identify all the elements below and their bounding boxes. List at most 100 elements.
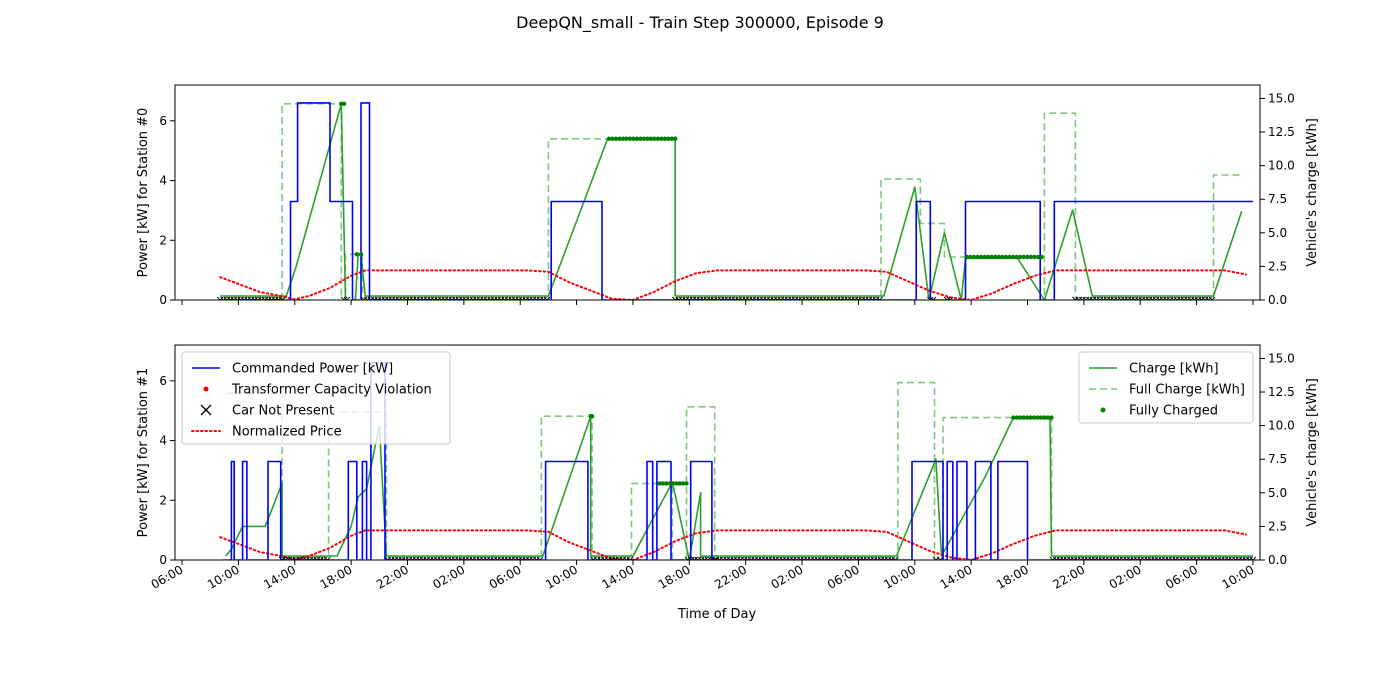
marker-fully-charged	[1014, 254, 1019, 260]
marker-car-not-present	[926, 296, 934, 300]
y-tick-label: 2	[159, 233, 167, 247]
marker-fully-charged	[971, 254, 977, 260]
x-tick-label: 06:00	[825, 562, 862, 591]
y-tick-label: 0	[159, 553, 167, 567]
marker-fully-charged	[1045, 415, 1051, 420]
marker-fully-charged	[606, 136, 612, 141]
marker-fully-charged	[1021, 254, 1027, 260]
marker-car-not-present	[694, 556, 702, 560]
marker-fully-charged	[964, 254, 970, 260]
marker-car-not-present	[1208, 296, 1216, 300]
marker-car-not-present	[708, 556, 715, 560]
legend-label: Full Charge [kWh]	[1129, 383, 1245, 398]
x-tick-label: 10:00	[881, 562, 918, 591]
y-right-tick-label: 10.0	[1268, 159, 1295, 173]
marker-fully-charged	[1035, 254, 1041, 260]
marker-fully-charged	[1000, 254, 1005, 260]
x-tick-label: 06:00	[149, 562, 186, 591]
marker-fully-charged	[641, 136, 647, 141]
x-tick-label: 10:00	[1219, 562, 1256, 591]
marker-fully-charged	[610, 136, 615, 141]
series-charge-kwh	[225, 415, 1253, 560]
marker-car-not-present	[543, 296, 551, 300]
marker-car-not-present	[687, 556, 695, 560]
marker-fully-charged	[1032, 254, 1037, 260]
series-commanded-power-kw	[222, 362, 1253, 560]
legend-label: Normalized Price	[232, 425, 342, 440]
legend-swatch	[200, 404, 212, 416]
marker-fully-charged	[1011, 415, 1016, 420]
series-normalized-price	[219, 529, 1247, 560]
marker-fully-charged	[968, 254, 973, 260]
x-tick-label: 02:00	[1107, 562, 1144, 591]
y-right-tick-label: 12.5	[1268, 125, 1295, 139]
x-tick-label: 02:00	[430, 562, 467, 591]
x-tick-label: 18:00	[318, 562, 355, 591]
marker-car-not-present	[343, 296, 351, 300]
marker-fully-charged	[1014, 415, 1020, 420]
y-right-tick-label: 7.5	[1268, 452, 1287, 466]
marker-fully-charged	[620, 136, 626, 141]
marker-car-not-present	[711, 556, 719, 560]
series-commanded-power-kw	[220, 102, 1253, 300]
marker-fully-charged	[670, 481, 676, 486]
marker-fully-charged	[613, 136, 619, 141]
legend-swatch	[203, 386, 209, 392]
y-tick-label: 4	[159, 434, 167, 448]
y-tick-label: 0	[159, 293, 167, 307]
x-tick-label: 06:00	[1163, 562, 1200, 591]
y-right-tick-label: 5.0	[1268, 226, 1287, 240]
marker-fully-charged	[996, 254, 1002, 260]
y-right-tick-label: 2.5	[1268, 519, 1287, 533]
marker-fully-charged	[358, 252, 364, 257]
series-charge-kwh	[220, 103, 1243, 300]
marker-fully-charged	[648, 136, 654, 141]
marker-car-not-present	[891, 556, 899, 560]
marker-fully-charged	[1039, 254, 1044, 260]
series-normalized-price	[219, 269, 1247, 300]
marker-fully-charged	[975, 254, 980, 260]
y-tick-label: 6	[159, 114, 167, 128]
marker-fully-charged	[684, 481, 689, 486]
y-right-tick-label: 10.0	[1268, 419, 1295, 433]
legend-label: Charge [kWh]	[1129, 362, 1219, 377]
x-tick-label: 06:00	[487, 562, 524, 591]
x-tick-label: 22:00	[1050, 562, 1087, 591]
legend-label: Car Not Present	[232, 404, 334, 419]
marker-fully-charged	[674, 481, 679, 486]
marker-fully-charged	[1035, 415, 1040, 420]
y-tick-label: 4	[159, 174, 167, 188]
marker-fully-charged	[1003, 254, 1009, 260]
x-tick-label: 14:00	[599, 562, 636, 591]
x-tick-label: 14:00	[938, 562, 975, 591]
x-tick-label: 18:00	[656, 562, 693, 591]
marker-fully-charged	[669, 136, 674, 141]
y-right-axis-label: Vehicle's charge [kWh]	[1305, 378, 1320, 527]
marker-fully-charged	[989, 254, 995, 260]
x-tick-label: 10:00	[543, 562, 580, 591]
y-right-tick-label: 5.0	[1268, 486, 1287, 500]
y-right-tick-label: 12.5	[1268, 385, 1295, 399]
y-right-axis-label: Vehicle's charge [kWh]	[1305, 118, 1320, 267]
marker-fully-charged	[1010, 254, 1016, 260]
y-axis-label: Power [kW] for Station #0	[136, 108, 151, 278]
marker-fully-charged	[1025, 254, 1030, 260]
x-axis-label: Time of Day	[677, 607, 757, 622]
marker-car-not-present	[626, 556, 634, 560]
marker-fully-charged	[655, 136, 660, 141]
marker-fully-charged	[982, 254, 987, 260]
plot-area	[216, 101, 1253, 300]
marker-car-not-present	[929, 296, 937, 300]
marker-fully-charged	[1028, 415, 1033, 420]
legend-swatch	[1100, 407, 1106, 413]
marker-fully-charged	[1038, 415, 1044, 420]
marker-fully-charged	[659, 136, 664, 141]
y-tick-label: 2	[159, 493, 167, 507]
marker-car-not-present	[536, 556, 544, 560]
marker-fully-charged	[617, 136, 622, 141]
y-tick-label: 6	[159, 374, 167, 388]
marker-car-not-present	[701, 556, 708, 560]
legend-label: Transformer Capacity Violation	[231, 383, 432, 398]
marker-fully-charged	[1028, 254, 1034, 260]
